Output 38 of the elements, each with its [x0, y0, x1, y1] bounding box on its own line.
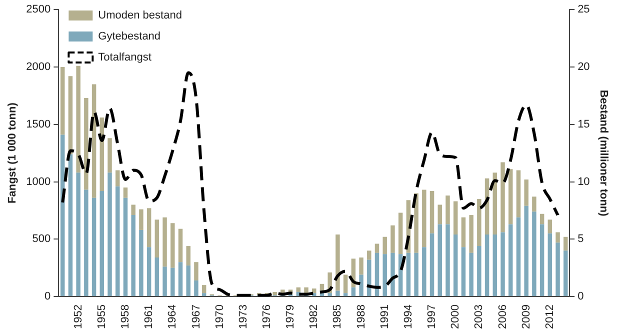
x-tick-label: 1964 [166, 304, 179, 330]
x-tick-label: 2003 [473, 304, 486, 330]
y2-tick-label: 0 [578, 290, 584, 303]
y2-tick-label: 20 [578, 61, 590, 74]
x-tick-label: 1958 [120, 304, 132, 330]
y-tick-label: 2500 [26, 4, 51, 16]
y2-axis-title: Bestand (millioner tonn) [597, 90, 610, 217]
y2-tick-label: 15 [578, 118, 590, 130]
legend-label: Gytebestand [98, 30, 161, 43]
x-tick-label: 1979 [284, 304, 297, 330]
y2-tick-label: 5 [578, 233, 584, 246]
legend-label: Umoden bestand [98, 10, 182, 22]
x-tick-label: 1985 [332, 304, 344, 330]
y-tick-label: 2000 [26, 61, 51, 74]
x-tick-label: 1952 [72, 304, 84, 330]
x-tick-label: 2000 [450, 304, 462, 330]
x-tick-label: 1997 [426, 304, 438, 330]
x-tick-label: 1967 [190, 304, 202, 330]
x-tick-label: 1988 [355, 304, 368, 330]
y-tick-label: 1500 [26, 118, 51, 130]
x-tick-label: 1961 [143, 304, 156, 330]
x-tick-label: 2006 [496, 304, 509, 330]
y-tick-label: 0 [44, 290, 51, 303]
x-tick-label: 1991 [378, 304, 391, 330]
y2-tick-label: 10 [578, 176, 590, 188]
x-tick-label: 1970 [214, 304, 226, 330]
x-tick-label: 2009 [520, 304, 532, 330]
x-tick-label: 1994 [402, 304, 414, 330]
x-tick-label: 1955 [96, 304, 108, 330]
x-tick-label: 1982 [308, 304, 320, 330]
y2-tick-label: 25 [578, 4, 590, 16]
x-tick-label: 1976 [260, 304, 273, 330]
x-tick-label: 2012 [544, 304, 556, 330]
y-axis-title: Fangst (1 000 tonn) [6, 102, 19, 204]
y-tick-label: 500 [32, 233, 51, 246]
x-tick-label: 1973 [237, 304, 250, 330]
legend-label: Totalfangst [98, 52, 152, 64]
y-tick-label: 1000 [26, 176, 51, 188]
